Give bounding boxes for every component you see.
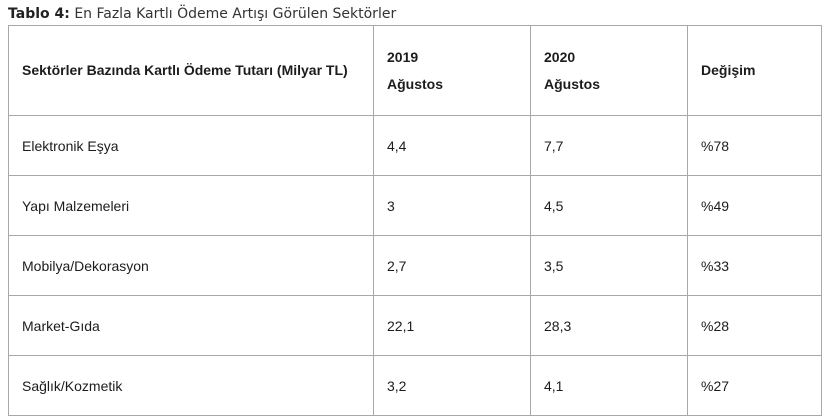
cell-2020: 3,5 — [530, 235, 688, 296]
cell-sector: Elektronik Eşya — [8, 115, 374, 176]
table-row: Market-Gıda 22,1 28,3 %28 — [8, 295, 822, 356]
header-2020-month: Ağustos — [544, 75, 600, 92]
cell-change: %28 — [687, 295, 822, 356]
cell-2020: 28,3 — [530, 295, 688, 356]
sector-payment-table: Sektörler Bazında Kartlı Ödeme Tutarı (M… — [8, 25, 822, 416]
table-row: Elektronik Eşya 4,4 7,7 %78 — [8, 115, 822, 176]
cell-change: %27 — [687, 355, 822, 416]
header-2020: 2020 Ağustos — [530, 25, 688, 116]
cell-change: %33 — [687, 235, 822, 296]
cell-sector: Market-Gıda — [8, 295, 374, 356]
header-2019-month: Ağustos — [387, 75, 443, 92]
cell-2020: 7,7 — [530, 115, 688, 176]
cell-2019: 3,2 — [373, 355, 531, 416]
cell-change: %49 — [687, 175, 822, 236]
cell-2019: 4,4 — [373, 115, 531, 176]
table-row: Yapı Malzemeleri 3 4,5 %49 — [8, 175, 822, 236]
table-row: Sağlık/Kozmetik 3,2 4,1 %27 — [8, 355, 822, 416]
table-caption-label: Tablo 4: — [8, 6, 70, 22]
table-caption: Tablo 4: En Fazla Kartlı Ödeme Artışı Gö… — [8, 5, 396, 23]
cell-sector: Yapı Malzemeleri — [8, 175, 374, 236]
cell-2020: 4,1 — [530, 355, 688, 416]
table-caption-text: En Fazla Kartlı Ödeme Artışı Görülen Sek… — [74, 6, 397, 22]
table-row: Mobilya/Dekorasyon 2,7 3,5 %33 — [8, 235, 822, 296]
header-change: Değişim — [687, 25, 822, 116]
cell-2019: 22,1 — [373, 295, 531, 356]
header-2019-year: 2019 — [387, 48, 419, 65]
cell-sector: Sağlık/Kozmetik — [8, 355, 374, 416]
cell-2019: 2,7 — [373, 235, 531, 296]
cell-sector: Mobilya/Dekorasyon — [8, 235, 374, 296]
header-2019: 2019 Ağustos — [373, 25, 531, 116]
cell-2020: 4,5 — [530, 175, 688, 236]
table-header-row: Sektörler Bazında Kartlı Ödeme Tutarı (M… — [8, 25, 822, 116]
header-2020-year: 2020 — [544, 48, 576, 65]
cell-change: %78 — [687, 115, 822, 176]
cell-2019: 3 — [373, 175, 531, 236]
header-sector: Sektörler Bazında Kartlı Ödeme Tutarı (M… — [8, 25, 374, 116]
